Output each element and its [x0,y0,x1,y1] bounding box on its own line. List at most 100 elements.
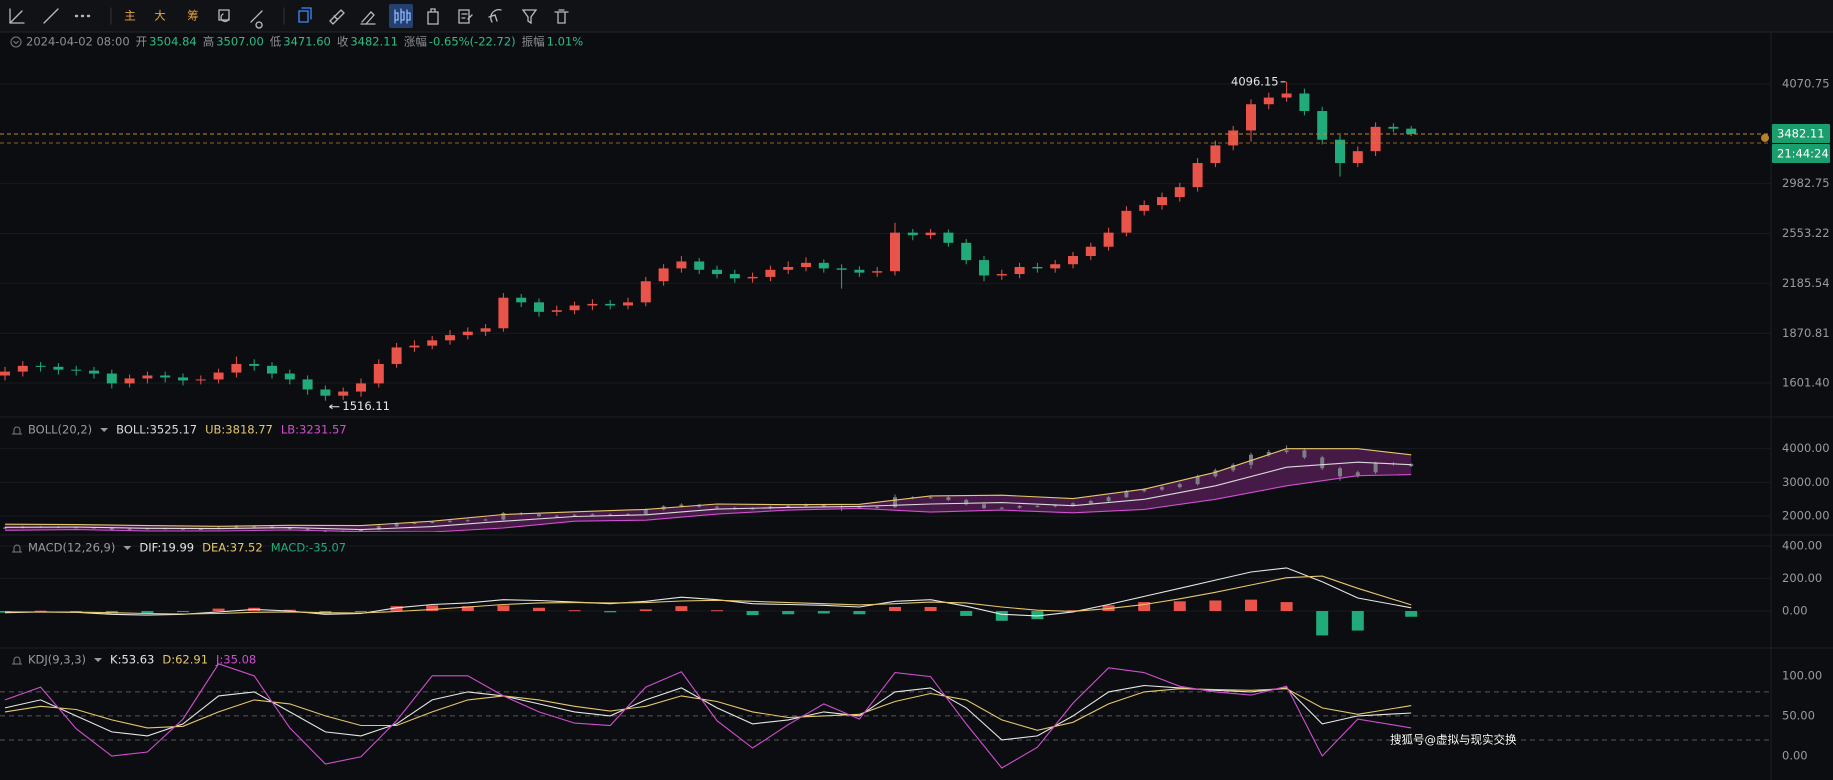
legend-entry: BOLL:3525.17 [116,423,197,437]
candle-body [359,529,363,531]
candle-body [287,527,292,529]
y-tick-label: 50.00 [1782,708,1815,722]
legend-entry: LB:3231.57 [281,423,347,437]
candle-body [412,522,417,524]
candle-body [462,331,473,336]
candle-body [1338,468,1342,477]
tool-candles[interactable] [394,8,411,24]
candle-body [572,514,577,516]
legend-entry: DIF:19.99 [139,541,194,555]
indicator-title: BOLL(20,2) [28,423,92,437]
candle-body [181,528,185,530]
macd-bar [533,607,545,612]
tool-delete[interactable] [554,9,569,24]
low-pointer [329,404,340,410]
candle-body [1370,126,1381,152]
toolbar-button[interactable]: 主 [124,9,136,23]
candle-body [1014,266,1025,275]
candle-body [483,519,488,521]
candle-body [590,514,595,516]
tool-angle[interactable] [9,8,25,24]
info-toggle[interactable] [10,36,22,48]
candle-body [1388,126,1399,129]
candle-body [1231,464,1236,471]
macd-bar [711,610,723,612]
candle-body [1352,151,1363,164]
tool-measure[interactable] [250,10,263,29]
tool-magnet[interactable] [488,9,502,23]
tool-line[interactable] [43,8,59,24]
dropdown-arrow [94,658,103,662]
info-label: 2024-04-02 08:00 [26,35,130,49]
tool-edit[interactable] [458,9,473,24]
macd-bar [461,606,474,612]
candle-body [679,504,684,507]
toolbar-button[interactable]: 筹 [187,9,199,23]
candle-body [427,340,438,346]
candle-body [715,506,719,508]
macd-bar [1173,601,1186,612]
candle-body [0,371,10,376]
candle-body [804,505,808,507]
candle-body [391,347,402,364]
alert-icon [12,656,22,665]
y-tick-label: 0.00 [1782,604,1808,618]
candle-body [376,526,381,530]
candle-body [445,335,455,341]
candle-body [1139,205,1150,211]
macd-bar [1138,602,1151,612]
candle-body [1284,450,1289,453]
candle-body [17,365,28,372]
macd-bar [34,610,47,612]
panel-2 [0,567,1418,636]
candle-body [608,514,613,516]
panel-0 [0,81,1417,401]
candle-body [694,261,705,270]
tool-brush[interactable] [360,11,376,25]
candle-body [480,328,491,332]
tool-clipboard[interactable] [427,8,439,25]
indicator-line [4,567,1412,617]
candle-body [946,497,951,500]
candle-body [1142,489,1147,492]
price-tag [1772,123,1830,143]
indicator-line [4,461,1412,531]
candle-body [569,305,580,311]
toolbar-button[interactable]: 大 [154,9,166,23]
candle-body [1409,464,1414,467]
info-value: 3504.84 [149,35,197,49]
tool-filter[interactable] [521,9,538,25]
macd-bar [1209,600,1222,612]
tool-ruler[interactable] [329,9,345,25]
candle-body [302,379,313,390]
dropdown-arrow [100,428,109,432]
candle-body [516,297,527,303]
candle-body [999,507,1004,509]
candle-body [409,345,420,348]
candle-body [213,372,224,380]
macd-bar [1316,611,1329,636]
candle-body [234,526,239,528]
candle-body [765,269,776,277]
tool-copy[interactable] [298,7,312,23]
candle-body [270,526,274,528]
indicator-title: KDJ(9,3,3) [28,653,86,667]
candle-body [465,520,470,522]
candle-body [373,363,384,384]
candle-body [394,523,399,527]
macd-bar [70,611,83,613]
info-value: 3482.11 [350,35,398,49]
macd-bar [355,611,367,613]
candle-body [783,266,794,270]
tool-replay[interactable] [218,9,230,23]
candle-body [430,521,435,523]
price-tag-label: 3482.11 [1777,126,1825,140]
indicator-line [4,448,1412,527]
candle-body [1071,503,1075,506]
y-tick-label: 4000.00 [1782,441,1830,455]
macd-bar [141,611,154,614]
candle-body [1213,470,1218,477]
candle-body [1317,111,1328,140]
low-label: 1516.11 [342,399,390,413]
